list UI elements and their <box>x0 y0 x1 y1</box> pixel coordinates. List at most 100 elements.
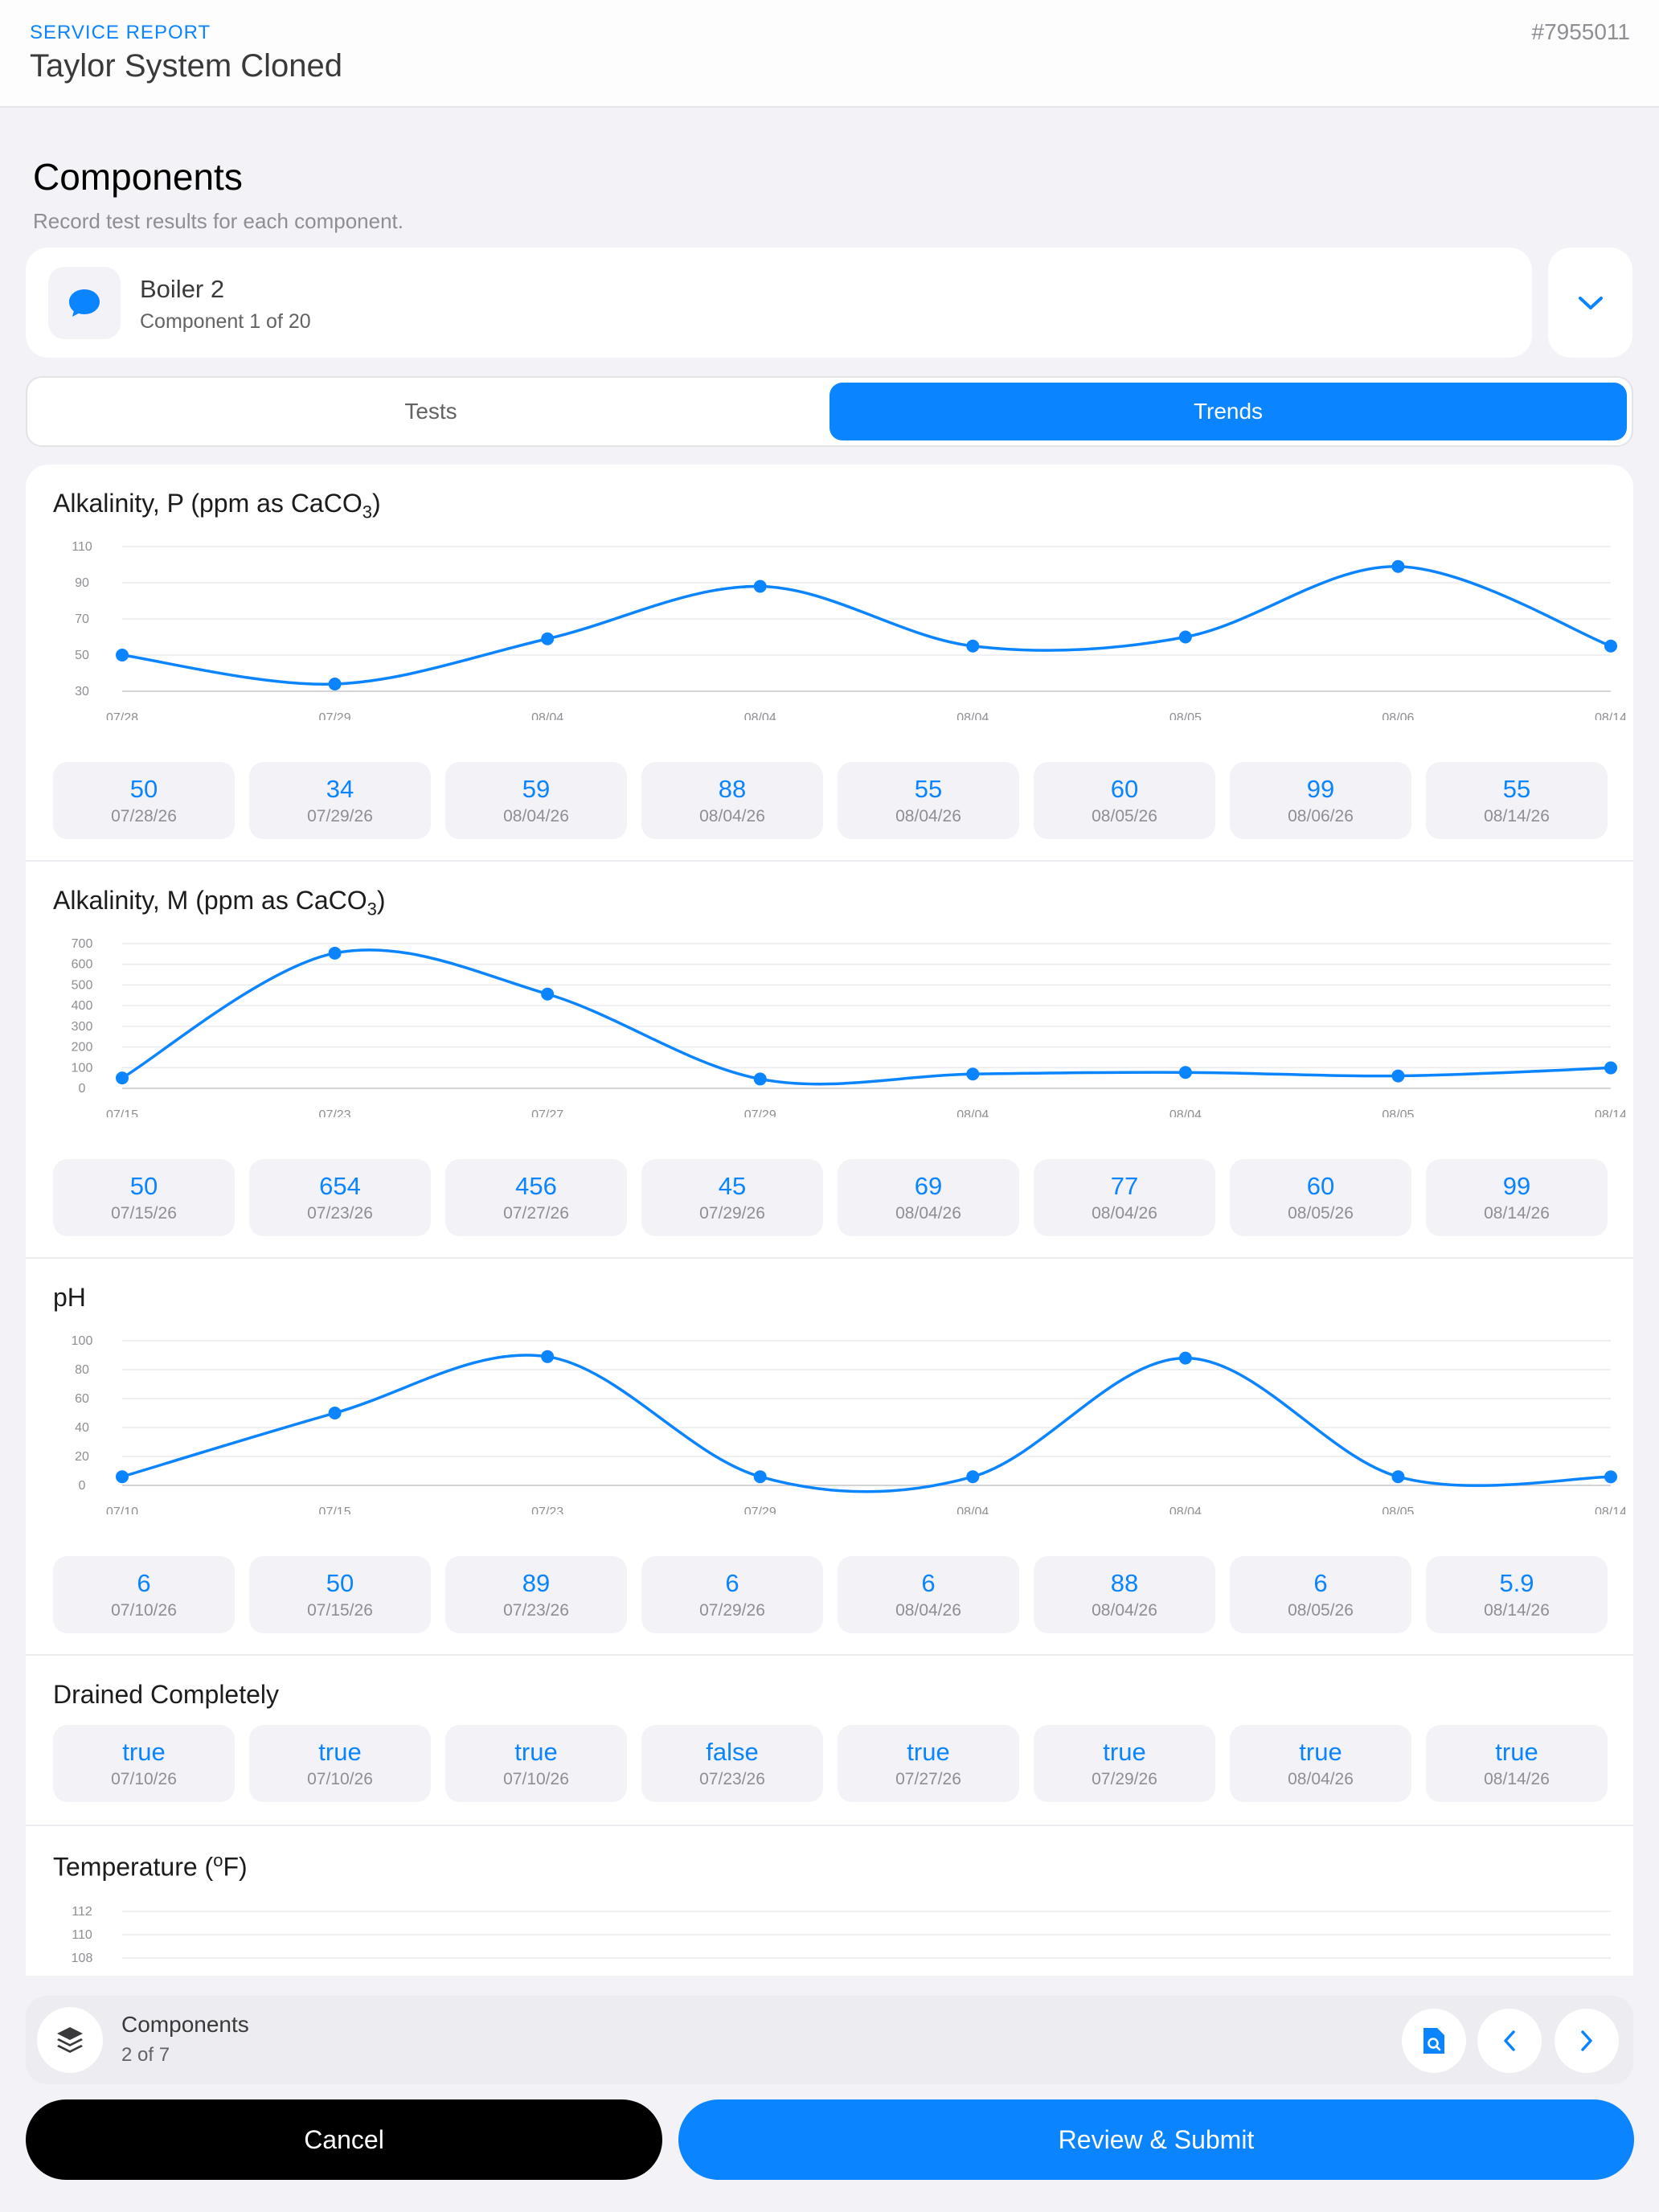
y-tick-label: 20 <box>75 1450 89 1464</box>
reading-tiles: 50 07/28/26 34 07/29/26 59 08/04/26 88 08/04/26… <box>53 762 1608 839</box>
x-tick-label: 08/04 <box>1169 1505 1202 1514</box>
reading-tile[interactable]: 88 08/04/26 <box>1034 1556 1215 1633</box>
reading-value: 50 <box>129 775 158 804</box>
line-chart: 112 110 108 106 <box>72 1905 1611 1976</box>
reading-value: true <box>907 1738 950 1767</box>
reading-tile[interactable]: 6 08/05/26 <box>1230 1556 1411 1633</box>
reading-tile[interactable]: 50 07/15/26 <box>249 1556 431 1633</box>
y-tick-label: 0 <box>79 1479 86 1493</box>
reading-tile[interactable]: true 07/29/26 <box>1034 1725 1215 1802</box>
x-tick-label: 08/05 <box>1382 1108 1414 1117</box>
reading-date: 08/06/26 <box>1288 806 1354 825</box>
reading-date: 08/04/26 <box>895 1600 961 1620</box>
reading-tile[interactable]: 89 07/23/26 <box>445 1556 627 1633</box>
reading-value: 99 <box>1306 775 1335 804</box>
reading-date: 08/14/26 <box>1484 1600 1550 1620</box>
x-tick-label: 08/04 <box>1169 1108 1202 1117</box>
y-tick-label: 100 <box>72 1334 93 1348</box>
reading-tile[interactable]: true 07/27/26 <box>838 1725 1019 1802</box>
tab-trends[interactable]: Trends <box>830 383 1627 440</box>
component-selector[interactable]: Boiler 2 Component 1 of 20 <box>26 248 1532 358</box>
component-dropdown-button[interactable] <box>1548 248 1632 358</box>
data-point <box>1391 1069 1405 1083</box>
section-pager: Components 2 of 7 <box>26 1996 1633 2084</box>
data-point <box>753 580 767 593</box>
reading-tile[interactable]: 55 08/04/26 <box>838 762 1019 839</box>
reading-value: 456 <box>515 1172 557 1201</box>
data-point <box>541 1350 555 1363</box>
chat-bubble-icon <box>48 267 121 339</box>
reading-tile[interactable]: 456 07/27/26 <box>445 1159 627 1236</box>
y-tick-label: 300 <box>72 1020 93 1034</box>
reading-tile[interactable]: 45 07/29/26 <box>641 1159 823 1236</box>
reading-value: 99 <box>1502 1172 1531 1201</box>
previous-section-button[interactable] <box>1477 2009 1542 2073</box>
reading-tile[interactable]: false 07/23/26 <box>641 1725 823 1802</box>
review-submit-button[interactable]: Review & Submit <box>678 2099 1634 2180</box>
reading-tile[interactable]: 5.9 08/14/26 <box>1426 1556 1608 1633</box>
data-point <box>966 1470 980 1484</box>
x-tick-label: 08/05 <box>1382 1505 1414 1514</box>
reading-date: 08/05/26 <box>1092 806 1157 825</box>
reading-tile[interactable]: 6 07/10/26 <box>53 1556 235 1633</box>
reading-tile[interactable]: 50 07/28/26 <box>53 762 235 839</box>
reading-date: 08/04/26 <box>1092 1600 1157 1620</box>
reading-tile[interactable]: 69 08/04/26 <box>838 1159 1019 1236</box>
reading-tile[interactable]: 654 07/23/26 <box>249 1159 431 1236</box>
pager-title: Components <box>121 2012 249 2037</box>
reading-date: 07/27/26 <box>503 1203 569 1223</box>
reading-value: false <box>706 1738 759 1767</box>
x-tick-label: 08/14 <box>1595 1505 1625 1514</box>
reading-tile[interactable]: 60 08/05/26 <box>1230 1159 1411 1236</box>
reading-tile[interactable]: 99 08/14/26 <box>1426 1159 1608 1236</box>
reading-value: 88 <box>718 775 747 804</box>
preview-report-button[interactable] <box>1402 2009 1466 2073</box>
x-tick-label: 07/10 <box>106 1505 138 1514</box>
reading-date: 08/05/26 <box>1288 1600 1354 1620</box>
reading-tile[interactable]: 77 08/04/26 <box>1034 1159 1215 1236</box>
reading-date: 07/28/26 <box>111 806 177 825</box>
reading-tile[interactable]: 60 08/05/26 <box>1034 762 1215 839</box>
reading-value: 88 <box>1110 1569 1139 1598</box>
line-chart: 0 100 200 300 400 500 600 700 07/15 07/23 07/27 07/… <box>72 937 1625 1117</box>
reading-tile[interactable]: true 08/04/26 <box>1230 1725 1411 1802</box>
y-tick-label: 110 <box>72 1928 92 1942</box>
reading-tile[interactable]: 55 08/14/26 <box>1426 762 1608 839</box>
reading-date: 08/14/26 <box>1484 1769 1550 1788</box>
reading-tile[interactable]: 34 07/29/26 <box>249 762 431 839</box>
reading-tile[interactable]: 50 07/15/26 <box>53 1159 235 1236</box>
reading-tile[interactable]: 59 08/04/26 <box>445 762 627 839</box>
next-section-button[interactable] <box>1555 2009 1619 2073</box>
y-tick-label: 70 <box>75 612 89 626</box>
reading-value: 60 <box>1306 1172 1335 1201</box>
reading-tile[interactable]: true 07/10/26 <box>445 1725 627 1802</box>
y-tick-label: 200 <box>72 1041 93 1055</box>
chevron-right-icon <box>1581 2030 1592 2051</box>
reading-date: 07/15/26 <box>111 1203 177 1223</box>
reading-date: 07/29/26 <box>699 1600 765 1620</box>
reading-tile[interactable]: true 08/14/26 <box>1426 1725 1608 1802</box>
data-point <box>1604 1061 1617 1075</box>
x-tick-label: 07/15 <box>319 1505 351 1514</box>
series-line <box>121 1354 1612 1493</box>
reading-tile[interactable]: 6 07/29/26 <box>641 1556 823 1633</box>
chevron-left-icon <box>1504 2030 1515 2051</box>
y-tick-label: 600 <box>72 958 93 972</box>
reading-tile[interactable]: 99 08/06/26 <box>1230 762 1411 839</box>
reading-tile[interactable]: true 07/10/26 <box>249 1725 431 1802</box>
reading-date: 08/14/26 <box>1484 806 1550 825</box>
report-eyebrow: SERVICE REPORT <box>30 22 211 43</box>
data-point <box>1604 639 1617 653</box>
tab-tests[interactable]: Tests <box>404 399 457 424</box>
reading-date: 08/04/26 <box>1288 1769 1354 1788</box>
reading-date: 07/29/26 <box>1092 1769 1157 1788</box>
cancel-button[interactable]: Cancel <box>26 2099 662 2180</box>
reading-tile[interactable]: 88 08/04/26 <box>641 762 823 839</box>
data-point <box>116 1470 129 1484</box>
x-tick-label: 07/28 <box>106 711 138 720</box>
section-title: Components <box>33 156 243 198</box>
x-tick-label: 08/05 <box>1169 711 1202 720</box>
reading-tile[interactable]: 6 08/04/26 <box>838 1556 1019 1633</box>
trends-panel: Alkalinity, P (ppm as CaCO3) 30 50 70 90 110… <box>26 465 1633 1976</box>
reading-tile[interactable]: true 07/10/26 <box>53 1725 235 1802</box>
